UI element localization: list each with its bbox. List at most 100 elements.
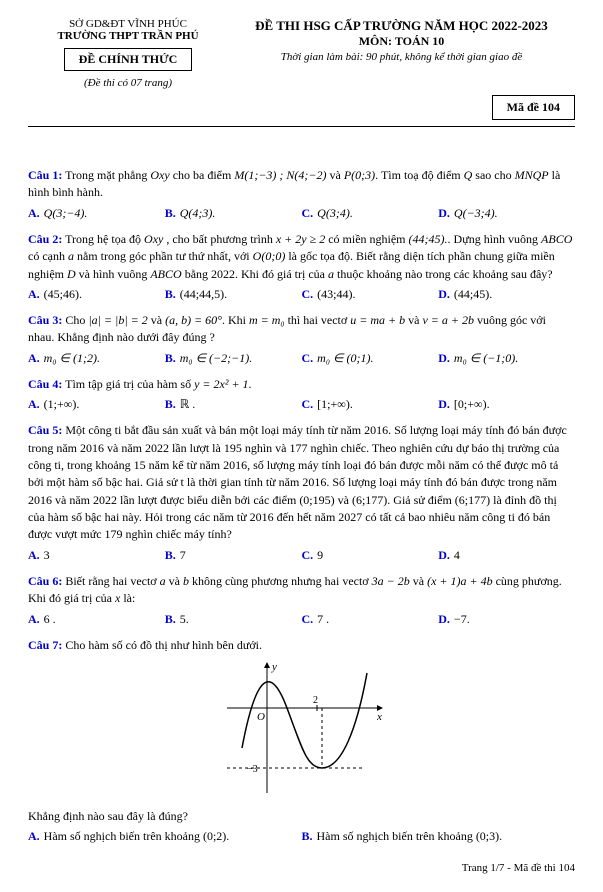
q2-t9: bằng bbox=[182, 267, 211, 281]
doc-header: SỞ GD&ĐT VĨNH PHÚC TRƯỜNG THPT TRẦN PHÚ … bbox=[28, 18, 575, 89]
q2-D: (44;45). bbox=[409, 232, 448, 246]
q2-c-val: (43;44). bbox=[317, 287, 355, 301]
q5-answers: A.3 B.7 C.9 D.4 bbox=[28, 548, 575, 563]
q3-ang: (a, b) = 60° bbox=[165, 313, 222, 327]
opt-label: C. bbox=[302, 397, 314, 411]
q1-q: Q bbox=[464, 168, 473, 182]
pages-note: (Đề thi có 07 trang) bbox=[28, 77, 228, 89]
q2-label: Câu 2: bbox=[28, 232, 62, 246]
q2-t11: thuộc khoảng nào trong các khoảng sau đâ… bbox=[334, 267, 553, 281]
exam-code-box: Mã đề 104 bbox=[492, 95, 575, 120]
question-6: Câu 6: Biết rằng hai vectơ a và b không … bbox=[28, 573, 575, 608]
q1-quad: MNQP bbox=[515, 168, 549, 182]
tick-m3: −3 bbox=[247, 764, 258, 775]
q3-b-val: m₀ ∈ (−2;−1). bbox=[180, 351, 252, 365]
q3-t5: và bbox=[405, 313, 422, 327]
q5-opt-d: D.4 bbox=[438, 548, 575, 563]
question-3: Câu 3: Cho |a| = |b| = 2 và (a, b) = 60°… bbox=[28, 312, 575, 347]
q7-answers: A.Hàm số nghịch biến trên khoảng (0;2). … bbox=[28, 829, 575, 844]
q3-a-val: m₀ ∈ (1;2). bbox=[44, 351, 100, 365]
exam-title: ĐỀ THI HSG CẤP TRƯỜNG NĂM HỌC 2022-2023 bbox=[228, 18, 575, 34]
q6-opt-b: B.5. bbox=[165, 612, 302, 627]
q3-answers: A.m₀ ∈ (1;2). B.m₀ ∈ (−2;−1). C.m₀ ∈ (0;… bbox=[28, 351, 575, 366]
q4-answers: A.(1;+∞). B.ℝ . C.[1;+∞). D.[0;+∞). bbox=[28, 397, 575, 412]
axis-x-label: x bbox=[376, 711, 382, 723]
opt-label: D. bbox=[438, 397, 450, 411]
q1-opt-a: A.Q(3;−4). bbox=[28, 206, 165, 221]
q4-opt-c: C.[1;+∞). bbox=[302, 397, 439, 412]
q4-label: Câu 4: bbox=[28, 377, 62, 391]
q4-c-val: [1;+∞). bbox=[317, 397, 353, 411]
page-footer: Trang 1/7 - Mã đề thi 104 bbox=[28, 862, 575, 874]
question-4: Câu 4: Tìm tập giá trị của hàm số y = 2x… bbox=[28, 376, 575, 393]
q6-t6: là: bbox=[120, 591, 135, 605]
q3-eq1: |a| = |b| = 2 bbox=[88, 313, 147, 327]
q6-a-val: 6 . bbox=[44, 612, 56, 626]
q1-text-c: và bbox=[327, 168, 344, 182]
q2-answers: A.(45;46). B.(44;44,5). C.(43;44). D.(44… bbox=[28, 287, 575, 302]
q2-D2: D bbox=[67, 267, 76, 281]
opt-label: B. bbox=[165, 287, 176, 301]
opt-label: C. bbox=[302, 287, 314, 301]
opt-label: B. bbox=[165, 397, 176, 411]
q4-opt-b: B.ℝ . bbox=[165, 397, 302, 412]
opt-label: A. bbox=[28, 287, 40, 301]
q6-t3: không cùng phương nhưng hai vectơ bbox=[189, 574, 372, 588]
q2-t5: có cạnh bbox=[28, 249, 68, 263]
q2-b-val: (44;44,5). bbox=[180, 287, 227, 301]
q7-graph: y x O 2 −3 bbox=[212, 658, 392, 798]
q3-d-val: m₀ ∈ (−1;0). bbox=[454, 351, 518, 365]
q5-a-val: 3 bbox=[44, 548, 50, 562]
q2-oxy: Oxy bbox=[144, 232, 163, 246]
code-row: Mã đề 104 bbox=[28, 95, 575, 120]
q4-fn: y = 2x² + 1 bbox=[194, 377, 248, 391]
opt-label: C. bbox=[302, 612, 314, 626]
q5-c-val: 9 bbox=[317, 548, 323, 562]
q4-t1: Tìm tập giá trị của hàm số bbox=[62, 377, 194, 391]
opt-label: A. bbox=[28, 548, 40, 562]
opt-label: B. bbox=[165, 206, 176, 220]
q6-e1: 3a − 2b bbox=[372, 574, 410, 588]
q4-a-val: (1;+∞). bbox=[44, 397, 80, 411]
q1-text-a: Trong mặt phẳng bbox=[62, 168, 150, 182]
q7-ask: Khẳng định nào sau đây là đúng? bbox=[28, 808, 575, 825]
opt-label: A. bbox=[28, 351, 40, 365]
tick-2: 2 bbox=[313, 695, 318, 706]
q3-c-val: m₀ ∈ (0;1). bbox=[317, 351, 373, 365]
q1-opt-d: D.Q(−3;4). bbox=[438, 206, 575, 221]
question-7: Câu 7: Cho hàm số có đồ thị như hình bên… bbox=[28, 637, 575, 654]
q3-t3: . Khi bbox=[222, 313, 249, 327]
q6-b-val: 5. bbox=[180, 612, 189, 626]
q1-p: P(0;3) bbox=[344, 168, 375, 182]
q3-m: m = m₀ bbox=[249, 313, 285, 327]
q1-answers: A.Q(3;−4). B.Q(4;3). C.Q(3;4). D.Q(−3;4)… bbox=[28, 206, 575, 221]
q1-text-b: cho ba điểm bbox=[170, 168, 235, 182]
q2-a-val: (45;46). bbox=[44, 287, 82, 301]
origin-label: O bbox=[257, 711, 265, 723]
q6-label: Câu 6: bbox=[28, 574, 62, 588]
q1-text-d: . Tìm toạ độ điểm bbox=[375, 168, 463, 182]
opt-label: A. bbox=[28, 612, 40, 626]
q1-d-val: Q(−3;4). bbox=[454, 206, 498, 220]
opt-label: D. bbox=[438, 548, 450, 562]
q1-a-val: Q(3;−4). bbox=[44, 206, 88, 220]
q2-t2: , cho bất phương trình bbox=[163, 232, 276, 246]
q5-opt-a: A. 3 bbox=[28, 548, 165, 563]
subject-title: MÔN: TOÁN 10 bbox=[228, 34, 575, 49]
q7-opt-a: A.Hàm số nghịch biến trên khoảng (0;2). bbox=[28, 829, 302, 844]
q2-t1: Trong hệ tọa độ bbox=[62, 232, 144, 246]
q2-t8: và hình vuông bbox=[76, 267, 151, 281]
q5-body: Một công ti bắt đầu sản xuất và bán một … bbox=[28, 423, 567, 541]
q5-opt-b: B.7 bbox=[165, 548, 302, 563]
q1-c-val: Q(3;4). bbox=[317, 206, 353, 220]
q6-answers: A.6 . B.5. C.7 . D.−7. bbox=[28, 612, 575, 627]
q6-opt-a: A. 6 . bbox=[28, 612, 165, 627]
school-line: TRƯỜNG THPT TRẦN PHÚ bbox=[28, 30, 228, 42]
opt-label: A. bbox=[28, 397, 40, 411]
q1-opt-b: B.Q(4;3). bbox=[165, 206, 302, 221]
q7-a-val: Hàm số nghịch biến trên khoảng (0;2). bbox=[44, 829, 230, 843]
q3-opt-d: D.m₀ ∈ (−1;0). bbox=[438, 351, 575, 366]
header-right: ĐỀ THI HSG CẤP TRƯỜNG NĂM HỌC 2022-2023 … bbox=[228, 18, 575, 89]
q1-points: M(1;−3) ; N(4;−2) bbox=[234, 168, 326, 182]
q2-val: 2022 bbox=[211, 267, 235, 281]
